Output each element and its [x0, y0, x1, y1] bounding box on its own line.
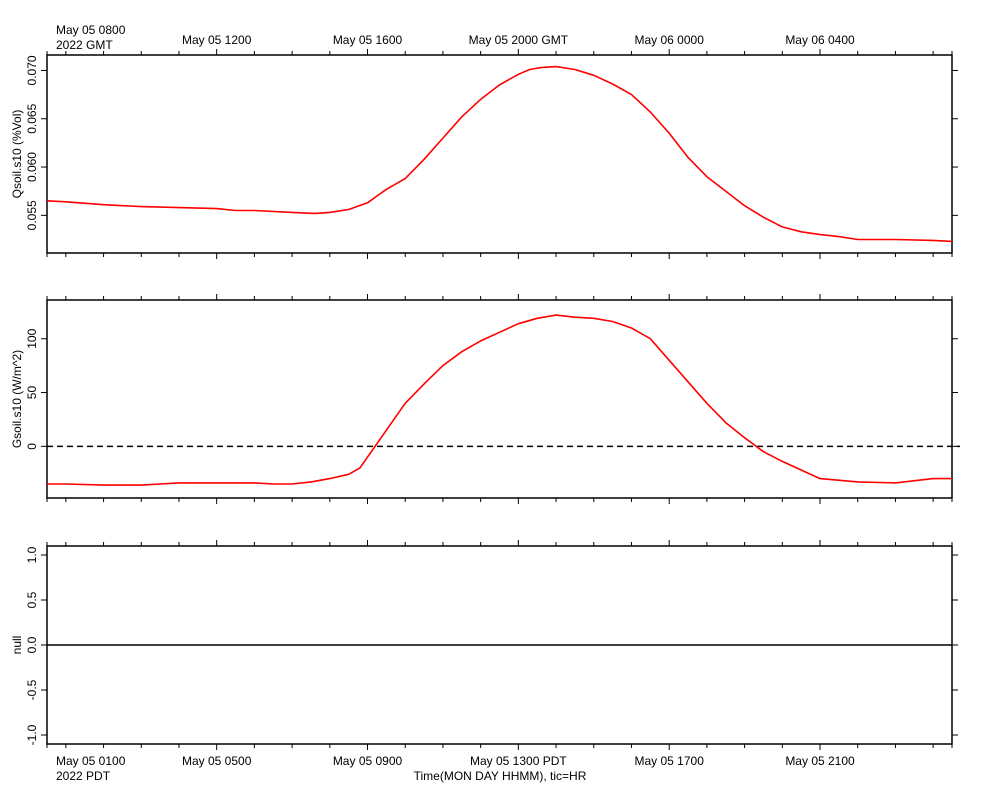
top-axis-labels: May 05 1200 May 05 1600 May 05 2000 GMT May…	[182, 33, 855, 47]
x-axis-title: Time(MON DAY HHMM), tic=HR	[414, 769, 587, 783]
panel-qsoil: 0.055 0.060 0.065 0.070 Qsoil.s10 (%Vol)	[10, 49, 958, 259]
bottom-axis-labels: May 05 0500 May 05 0900 May 05 1300 PDT May…	[182, 754, 855, 768]
top-axis-label: May 05 1200	[182, 33, 252, 47]
y-tick-label: 0.070	[25, 55, 39, 85]
bottom-axis-label: May 05 1700	[634, 754, 704, 768]
y-tick-label: -0.5	[25, 679, 39, 700]
bottom-axis-start-line1: May 05 0100	[56, 754, 126, 768]
top-axis-label: May 05 2000 GMT	[469, 33, 569, 47]
y-tick-label: 0.055	[25, 200, 39, 230]
y-tick-label: 0.0	[25, 636, 39, 653]
series-line	[46, 65, 953, 243]
y-axis-title: Gsoil.s10 (W/m^2)	[10, 350, 24, 448]
series-line	[47, 314, 952, 486]
y-tick-label: 50	[25, 386, 39, 400]
y-tick-label: 0	[25, 443, 39, 450]
top-axis-start-line1: May 05 0800	[56, 23, 126, 37]
y-axis-title: null	[10, 636, 24, 655]
bottom-axis-label: May 05 2100	[785, 754, 855, 768]
y-tick-label: 1.0	[25, 546, 39, 563]
bottom-axis-label: May 05 1300 PDT	[470, 754, 567, 768]
bottom-axis-start-line2: 2022 PDT	[56, 769, 111, 783]
y-tick-label: -1.0	[25, 724, 39, 745]
bottom-axis-label: May 05 0900	[333, 754, 403, 768]
panel-null: -1.0 -0.5 0.0 0.5 1.0 null	[10, 540, 958, 750]
bottom-axis-label: May 05 0500	[182, 754, 252, 768]
plot-frame	[46, 54, 953, 254]
y-tick-label: 100	[25, 328, 39, 348]
plot-frame	[46, 299, 953, 499]
y-axis-title: Qsoil.s10 (%Vol)	[10, 110, 24, 199]
top-axis-label: May 06 0400	[785, 33, 855, 47]
y-tick-label: 0.065	[25, 103, 39, 133]
y-tick-label: 0.5	[25, 591, 39, 608]
top-axis-label: May 05 1600	[333, 33, 403, 47]
top-axis-start-line2: 2022 GMT	[56, 38, 113, 52]
y-tick-label: 0.060	[25, 152, 39, 182]
top-axis-label: May 06 0000	[634, 33, 704, 47]
